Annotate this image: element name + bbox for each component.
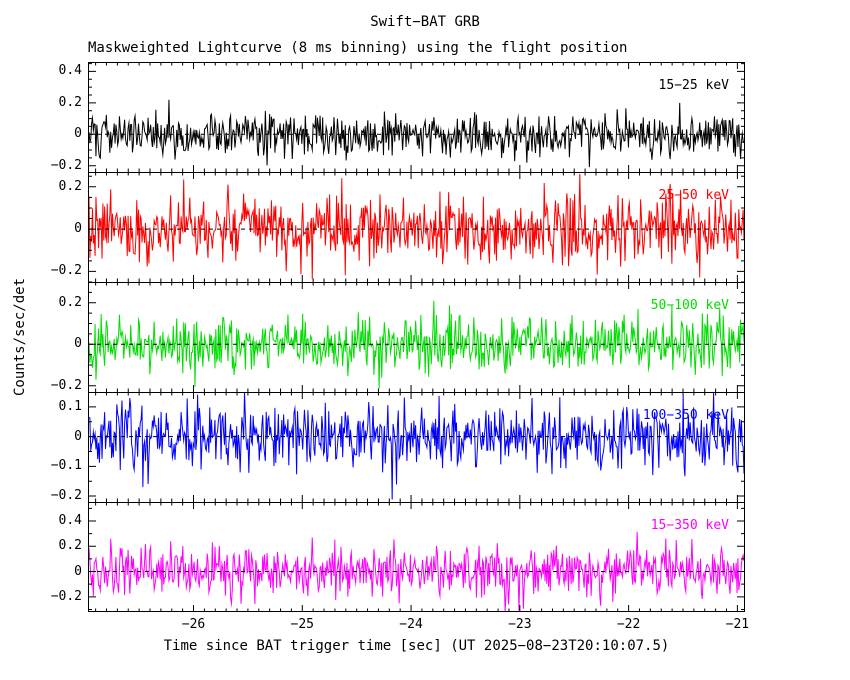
energy-band-label: 15−25 keV: [658, 78, 729, 93]
y-tick-label: −0.2: [50, 488, 82, 504]
x-tick-label: −24: [399, 617, 423, 632]
chart-title: Swift−BAT GRB: [370, 14, 480, 30]
x-tick-label: −22: [616, 617, 641, 632]
lightcurve-trace-canvas: [88, 392, 745, 502]
y-tick-label: 0: [74, 563, 82, 579]
y-tick-label: −0.2: [50, 588, 82, 604]
y-tick-label: 0: [74, 126, 82, 142]
panel-15-350-kev: 15−350 keV: [88, 502, 745, 612]
y-tick-label: 0.4: [58, 63, 82, 79]
y-tick-label: 0.2: [58, 294, 82, 310]
plot-area: 15−25 keV 25−50 keV 50−100 keV 100−350 keV 1…: [88, 62, 745, 612]
energy-band-label: 15−350 keV: [650, 518, 729, 533]
y-tick-label: 0.1: [58, 398, 82, 414]
y-tick-label: 0.2: [58, 538, 82, 554]
y-tick-label: −0.2: [50, 157, 82, 173]
chart-subtitle: Maskweighted Lightcurve (8 ms binning) u…: [88, 40, 628, 56]
lightcurve-trace-canvas: [88, 282, 745, 392]
panel-25-50-kev: 25−50 keV: [88, 172, 745, 282]
x-tick-label: −21: [725, 617, 750, 632]
y-tick-label: 0: [74, 221, 82, 237]
energy-band-label: 25−50 keV: [658, 188, 729, 203]
y-tick-label: −0.2: [50, 263, 82, 279]
y-tick-label: 0.2: [58, 178, 82, 194]
y-tick-label: −0.1: [50, 458, 82, 474]
y-tick-label: 0: [74, 336, 82, 352]
panel-50-100-kev: 50−100 keV: [88, 282, 745, 392]
energy-band-label: 50−100 keV: [650, 298, 729, 313]
x-axis-label: Time since BAT trigger time [sec] (UT 20…: [163, 638, 670, 654]
x-tick-label: −25: [290, 617, 315, 632]
panel-100-350-kev: 100−350 keV: [88, 392, 745, 502]
y-tick-label: 0: [74, 428, 82, 444]
y-tick-label: 0.2: [58, 94, 82, 110]
panel-15-25-kev: 15−25 keV: [88, 62, 745, 172]
y-axis-label: Counts/sec/det: [12, 277, 28, 397]
y-tick-label: 0.4: [58, 512, 82, 528]
lightcurve-trace-canvas: [88, 172, 745, 282]
x-tick-label: −26: [181, 617, 206, 632]
y-tick-label: −0.2: [50, 377, 82, 393]
x-tick-label: −23: [508, 617, 532, 632]
energy-band-label: 100−350 keV: [642, 408, 729, 423]
lightcurve-trace-canvas: [88, 502, 745, 612]
lightcurve-trace-canvas: [88, 62, 745, 172]
